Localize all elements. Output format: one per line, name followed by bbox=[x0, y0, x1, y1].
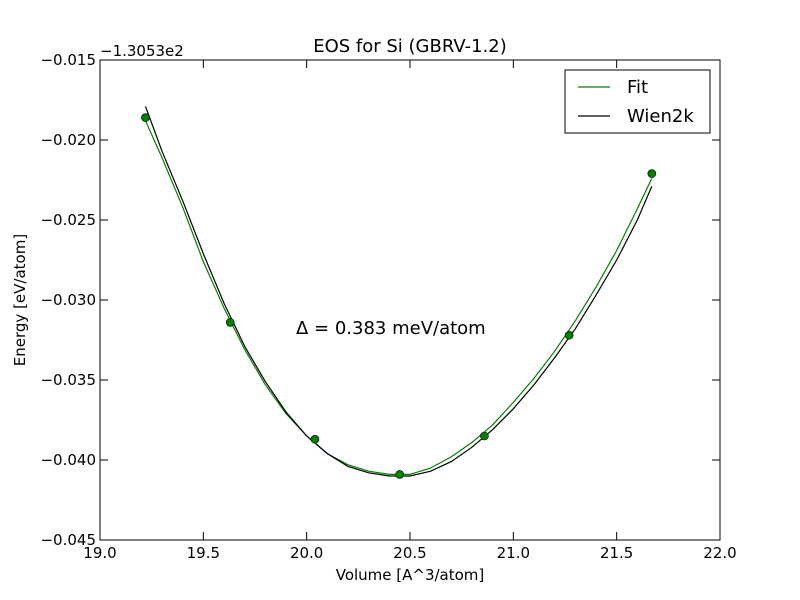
y-offset-label: −1.3053e2 bbox=[100, 42, 184, 60]
data-point bbox=[647, 169, 657, 178]
data-point bbox=[141, 113, 150, 122]
legend: Fit Wien2k bbox=[564, 69, 711, 134]
y-tick-label: −0.020 bbox=[40, 131, 96, 149]
legend-label: Fit bbox=[627, 77, 648, 98]
chart-title: EOS for Si (GBRV-1.2) bbox=[313, 36, 507, 57]
x-tick-label: 22.0 bbox=[703, 544, 736, 562]
data-point bbox=[310, 434, 320, 444]
x-tick-label: 21.0 bbox=[497, 544, 530, 562]
y-tick-label: −0.040 bbox=[40, 451, 96, 469]
y-tick-label: −0.015 bbox=[40, 51, 96, 69]
legend-label: Wien2k bbox=[627, 106, 694, 127]
delta-annotation: Δ = 0.383 meV/atom bbox=[296, 318, 486, 339]
x-tick-label: 20.5 bbox=[393, 544, 426, 562]
x-tick-label: 20.0 bbox=[290, 544, 323, 562]
data-point bbox=[225, 318, 235, 327]
x-tick-label: 19.5 bbox=[187, 544, 220, 562]
y-tick-label: −0.025 bbox=[40, 211, 96, 229]
legend-box bbox=[564, 69, 711, 134]
data-point bbox=[480, 431, 489, 441]
x-tick-label: 21.5 bbox=[600, 544, 633, 562]
x-axis-label: Volume [A^3/atom] bbox=[336, 566, 485, 584]
y-axis: −0.015 −0.020 −0.025 −0.030 −0.035 −0.040 −0.0… bbox=[40, 51, 720, 549]
data-point bbox=[564, 330, 574, 340]
x-tick-label: 19.0 bbox=[83, 544, 116, 562]
x-axis: 19.0 19.5 20.0 20.5 21.0 21.5 22.0 bbox=[83, 60, 737, 562]
data-point bbox=[395, 470, 404, 479]
y-axis-label: Energy [eV/atom] bbox=[11, 234, 29, 366]
plot-area bbox=[141, 106, 657, 479]
y-tick-label: −0.035 bbox=[40, 371, 96, 389]
y-tick-label: −0.045 bbox=[40, 531, 96, 549]
y-tick-label: −0.030 bbox=[40, 291, 96, 309]
